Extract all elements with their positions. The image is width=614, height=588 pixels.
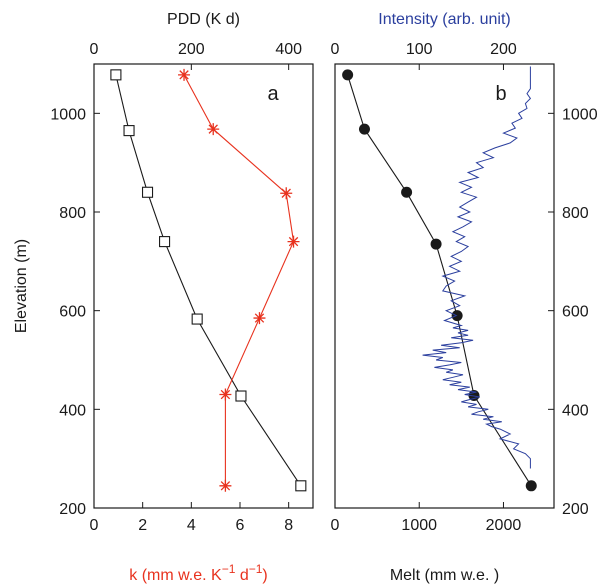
square-marker bbox=[123, 125, 135, 137]
bottom-axis-label-part: −1 bbox=[249, 562, 263, 576]
y-tick-label: 1000 bbox=[50, 106, 86, 123]
top-tick-label: 0 bbox=[331, 41, 340, 58]
star-marker bbox=[287, 235, 300, 248]
star-marker bbox=[219, 388, 232, 401]
plot-frame bbox=[93, 63, 314, 509]
top-tick-label: 200 bbox=[178, 41, 205, 58]
bottom-tick-label: 1000 bbox=[401, 517, 437, 534]
star-marker bbox=[178, 68, 191, 81]
square-marker bbox=[191, 313, 203, 325]
y-tick-label: 400 bbox=[59, 402, 86, 419]
star-marker bbox=[207, 123, 220, 136]
bottom-axis-label-part: ) bbox=[262, 567, 267, 584]
square-marker bbox=[295, 480, 307, 492]
bottom-tick-label: 0 bbox=[90, 517, 99, 534]
square-marker bbox=[110, 69, 122, 81]
square-marker bbox=[159, 236, 171, 248]
series-line-0 bbox=[115, 74, 302, 487]
star-marker bbox=[253, 312, 266, 325]
y-tick-label: 600 bbox=[562, 304, 589, 321]
series-line-0 bbox=[347, 74, 532, 487]
bottom-tick-label: 0 bbox=[331, 517, 340, 534]
bottom-axis-label-part: −1 bbox=[222, 562, 236, 576]
top-tick-label: 100 bbox=[406, 41, 433, 58]
series-line-1 bbox=[422, 66, 532, 469]
bottom-axis-label-part: k (mm w.e. K bbox=[129, 567, 222, 584]
y-tick-label: 400 bbox=[562, 402, 589, 419]
star-marker bbox=[280, 187, 293, 200]
top-tick-label: 200 bbox=[490, 41, 517, 58]
bottom-axis-label: k (mm w.e. K−1 d−1) bbox=[129, 562, 268, 584]
circle-marker bbox=[430, 238, 442, 250]
bottom-tick-label: 2000 bbox=[486, 517, 522, 534]
circle-marker bbox=[342, 69, 354, 81]
bottom-axis-label-part: d bbox=[235, 567, 248, 584]
circle-marker bbox=[358, 123, 370, 135]
panel-label: b bbox=[495, 83, 506, 105]
bottom-tick-label: 4 bbox=[187, 517, 196, 534]
plot-frame bbox=[334, 63, 555, 509]
circle-marker bbox=[525, 480, 537, 492]
y-axis-label: Elevation (m) bbox=[13, 239, 30, 333]
star-marker bbox=[219, 479, 232, 492]
y-tick-label: 200 bbox=[562, 501, 589, 518]
y-tick-label: 200 bbox=[59, 501, 86, 518]
y-tick-label: 1000 bbox=[562, 106, 598, 123]
top-tick-label: 400 bbox=[275, 41, 302, 58]
top-axis-label: Intensity (arb. unit) bbox=[378, 11, 511, 28]
series-line-1 bbox=[183, 74, 295, 486]
square-marker bbox=[235, 390, 247, 402]
y-tick-label: 600 bbox=[59, 304, 86, 321]
panel-label: a bbox=[267, 83, 279, 105]
circle-marker bbox=[401, 186, 413, 198]
y-tick-label: 800 bbox=[562, 205, 589, 222]
bottom-tick-label: 6 bbox=[236, 517, 245, 534]
bottom-axis-label: Melt (mm w.e. ) bbox=[390, 567, 499, 584]
square-marker bbox=[141, 186, 154, 198]
y-tick-label: 800 bbox=[59, 205, 86, 222]
bottom-tick-label: 2 bbox=[138, 517, 147, 534]
top-axis-label: PDD (K d) bbox=[167, 11, 240, 28]
bottom-tick-label: 8 bbox=[284, 517, 293, 534]
top-tick-label: 0 bbox=[90, 41, 99, 58]
